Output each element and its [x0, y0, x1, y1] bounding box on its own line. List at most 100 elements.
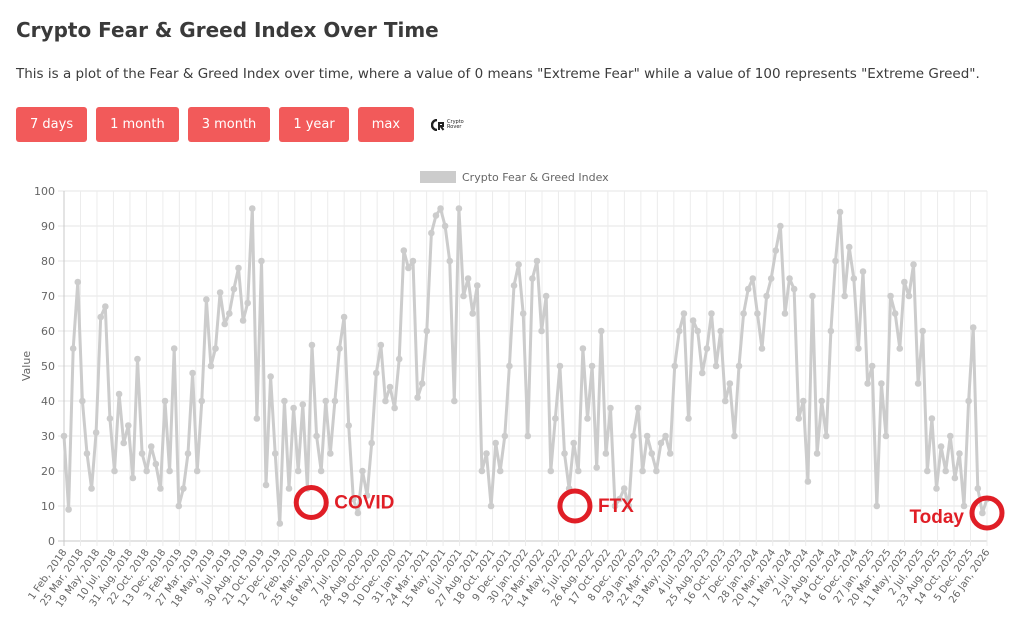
data-point [281, 397, 288, 405]
data-point [359, 467, 366, 475]
data-point [515, 261, 522, 268]
data-point [648, 450, 656, 457]
data-point [437, 205, 444, 212]
y-tick-label: 10 [41, 500, 55, 513]
data-point [662, 432, 669, 440]
data-point [588, 362, 596, 370]
data-point [960, 502, 968, 510]
data-point [478, 467, 486, 475]
data-point [69, 345, 77, 352]
data-point [868, 362, 876, 370]
data-point [822, 432, 830, 440]
data-point [102, 303, 109, 310]
data-point [382, 397, 389, 405]
y-tick-label: 90 [41, 220, 55, 233]
data-point [754, 310, 761, 317]
data-point [180, 485, 187, 492]
data-point [556, 362, 564, 370]
data-point [653, 467, 660, 475]
data-point [207, 362, 215, 370]
data-point [919, 327, 927, 335]
data-point [345, 422, 353, 429]
data-point [253, 415, 261, 422]
data-point [285, 485, 293, 492]
data-point [464, 275, 472, 282]
data-point [882, 432, 890, 440]
data-point [519, 310, 527, 317]
data-point [203, 296, 210, 303]
data-point [800, 397, 807, 405]
data-point [386, 383, 394, 391]
data-point [299, 401, 307, 408]
data-point [423, 327, 431, 335]
cryptorover-logo[interactable]: Crypto Rover [431, 118, 464, 131]
data-point [377, 341, 385, 349]
data-point [671, 362, 679, 370]
data-point [276, 520, 284, 527]
data-point [226, 310, 233, 317]
data-point [244, 299, 251, 307]
data-point [409, 257, 417, 265]
data-point [414, 394, 421, 401]
data-point [657, 439, 665, 447]
data-point [928, 415, 936, 422]
data-point [451, 397, 458, 405]
data-point [506, 362, 513, 370]
data-point [138, 450, 146, 457]
y-tick-label: 40 [41, 395, 55, 408]
data-point [676, 327, 683, 335]
data-point [781, 310, 789, 317]
data-point [708, 310, 715, 317]
data-point [946, 432, 954, 440]
data-point [483, 450, 490, 457]
y-tick-label: 20 [41, 465, 55, 478]
data-point [143, 467, 150, 475]
data-point [340, 313, 348, 321]
range-1-year-button[interactable]: 1 year [279, 107, 349, 142]
data-point [166, 467, 173, 475]
data-point [593, 464, 600, 471]
data-point [620, 485, 628, 492]
data-point [758, 345, 766, 352]
data-point [813, 450, 821, 457]
data-point [469, 310, 476, 317]
data-point [83, 450, 91, 457]
data-point [896, 345, 904, 352]
data-point [809, 292, 816, 300]
data-point [850, 275, 858, 282]
data-point [97, 313, 105, 321]
data-point [942, 467, 949, 475]
data-point [510, 282, 518, 289]
data-point [124, 422, 132, 429]
data-point [575, 467, 582, 475]
data-point [639, 467, 646, 475]
data-point [529, 275, 536, 282]
y-tick-label: 0 [48, 535, 55, 548]
annotation-circle [969, 495, 1005, 531]
data-point [60, 432, 68, 440]
data-point [597, 327, 605, 335]
data-point [441, 222, 449, 230]
data-point [432, 212, 440, 219]
data-point [744, 285, 752, 293]
data-point [152, 460, 160, 468]
data-point [901, 278, 908, 286]
range-7-days-button[interactable]: 7 days [16, 107, 88, 142]
series-line [62, 207, 989, 525]
data-point [698, 369, 706, 377]
data-point [735, 362, 743, 370]
data-point [965, 397, 972, 405]
data-point [147, 443, 155, 450]
data-point [313, 432, 320, 440]
data-point [65, 506, 72, 513]
data-point [763, 292, 770, 300]
data-point [363, 492, 371, 499]
data-point [88, 485, 95, 492]
range-3-month-button[interactable]: 3 month [187, 107, 271, 142]
range-1-month-button[interactable]: 1 month [96, 107, 179, 142]
range-max-button[interactable]: max [357, 107, 415, 142]
data-point [767, 275, 775, 282]
data-point [533, 257, 541, 265]
data-point [703, 345, 711, 352]
data-point [951, 474, 959, 482]
